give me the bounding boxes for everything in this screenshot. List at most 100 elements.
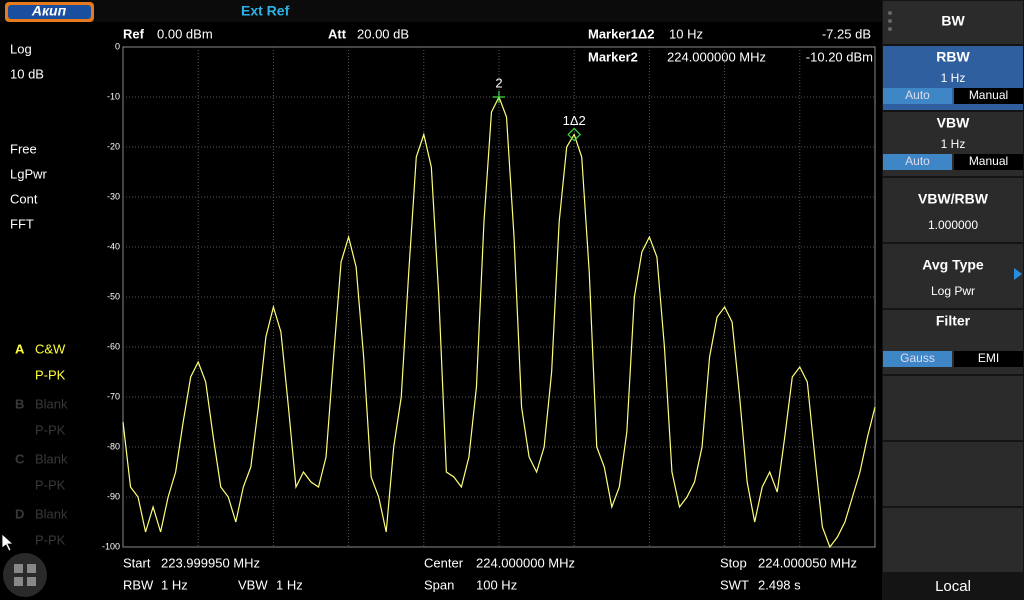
marker2-label: Marker2	[588, 49, 638, 64]
toggle-option-label: Manual	[969, 88, 1008, 102]
apps-icon[interactable]	[3, 553, 47, 597]
info-value: 224.000000 MHz	[476, 555, 575, 570]
y-tick-label: -10	[107, 91, 120, 101]
menu-button[interactable]	[883, 508, 1023, 572]
marker1-y: -7.25 dB	[822, 26, 871, 41]
trace-id: B	[15, 396, 24, 411]
y-tick-label: -50	[107, 291, 120, 301]
info-value: 1 Hz	[276, 577, 303, 592]
cursor	[1, 533, 15, 552]
toggle-option-label: EMI	[978, 351, 999, 365]
info-value: 224.000050 MHz	[758, 555, 857, 570]
y-tick-label: -70	[107, 391, 120, 401]
y-tick-label: -20	[107, 141, 120, 151]
menu-dot	[888, 27, 892, 31]
ref-value: 0.00 dBm	[157, 26, 213, 41]
att-label: Att	[328, 26, 347, 41]
toggle-option[interactable]	[883, 351, 952, 367]
menu-button[interactable]	[883, 178, 1023, 242]
toggle-option[interactable]	[954, 88, 1023, 104]
menu-button[interactable]	[883, 376, 1023, 440]
menu-button-value: Log Pwr	[931, 284, 975, 298]
menu-title-bg	[883, 1, 1023, 44]
menu-dot	[888, 19, 892, 23]
toggle-option-label: Auto	[905, 88, 930, 102]
marker	[493, 91, 505, 103]
trace-mode: Blank	[35, 451, 68, 466]
marker1-x: 10 Hz	[669, 26, 703, 41]
y-tick-label: -40	[107, 241, 120, 251]
menu-button-label: VBW/RBW	[918, 191, 989, 207]
marker	[567, 127, 582, 142]
trace-mode: Blank	[35, 396, 68, 411]
submenu-arrow	[1014, 268, 1022, 280]
y-tick-label: 0	[115, 41, 120, 51]
apps-icon-cell	[14, 564, 23, 573]
trace-id: D	[15, 506, 24, 521]
mode-item: Cont	[10, 191, 38, 206]
y-tick-label: -100	[102, 541, 120, 551]
marker-label: 2	[495, 75, 502, 90]
apps-icon-cell	[14, 577, 23, 586]
trace-detector: P-PK	[35, 477, 66, 492]
toggle-option[interactable]	[883, 154, 952, 170]
info-value: 2.498 s	[758, 577, 801, 592]
info-label: SWT	[720, 577, 749, 592]
mode-item: FFT	[10, 216, 34, 231]
logo: Акип	[31, 3, 67, 19]
info-label: VBW	[238, 577, 268, 592]
scale-type: Log	[10, 41, 32, 56]
y-tick-label: -80	[107, 441, 120, 451]
top-bar	[0, 0, 882, 22]
menu-title: BW	[941, 13, 965, 29]
logo-inner	[8, 5, 91, 19]
info-value: 1 Hz	[161, 577, 188, 592]
menu-button[interactable]	[883, 442, 1023, 506]
menu-dot	[888, 11, 892, 15]
info-label: Stop	[720, 555, 747, 570]
apps-icon-bg[interactable]	[3, 553, 47, 597]
mode-item: LgPwr	[10, 166, 48, 181]
trace-id: A	[15, 341, 25, 356]
menu-button-label: Filter	[936, 313, 971, 329]
info-label: Center	[424, 555, 464, 570]
scale-div: 10 dB	[10, 66, 44, 81]
trace-id: C	[15, 451, 25, 466]
marker-label: 1Δ2	[563, 113, 586, 128]
menu-button-value: 1.000000	[928, 218, 978, 232]
ref-label: Ref	[123, 26, 145, 41]
trace-mode: Blank	[35, 506, 68, 521]
att-value: 20.00 dB	[357, 26, 409, 41]
apps-icon-cell	[27, 577, 36, 586]
menu-button-label: RBW	[936, 49, 970, 65]
y-tick-label: -90	[107, 491, 120, 501]
info-label: Start	[123, 555, 151, 570]
local: Local	[935, 578, 971, 595]
menu-button-value: 1 Hz	[941, 71, 966, 85]
toggle-option[interactable]	[954, 351, 1023, 367]
trace-mode: C&W	[35, 341, 66, 356]
toggle-option[interactable]	[954, 154, 1023, 170]
trace-detector: P-PK	[35, 367, 66, 382]
y-tick-label: -30	[107, 191, 120, 201]
toggle-option-label: Auto	[905, 154, 930, 168]
ext-ref: Ext Ref	[241, 3, 290, 19]
menu-button-label: VBW	[937, 115, 970, 131]
info-label: Span	[424, 577, 454, 592]
menu-button-value: 1 Hz	[941, 137, 966, 151]
info-value: 100 Hz	[476, 577, 517, 592]
menu-button[interactable]	[883, 244, 1023, 308]
marker2-x: 224.000000 MHz	[667, 49, 766, 64]
toggle-option-label: Manual	[969, 154, 1008, 168]
menu-button-label: Avg Type	[922, 257, 984, 273]
toggle-option[interactable]	[883, 88, 952, 104]
marker2-y: -10.20 dBm	[806, 49, 873, 64]
info-value: 223.999950 MHz	[161, 555, 260, 570]
mode-item: Free	[10, 141, 37, 156]
y-tick-label: -60	[107, 341, 120, 351]
marker1-label: Marker1Δ2	[588, 26, 654, 41]
toggle-option-label: Gauss	[900, 351, 935, 365]
info-label: RBW	[123, 577, 154, 592]
